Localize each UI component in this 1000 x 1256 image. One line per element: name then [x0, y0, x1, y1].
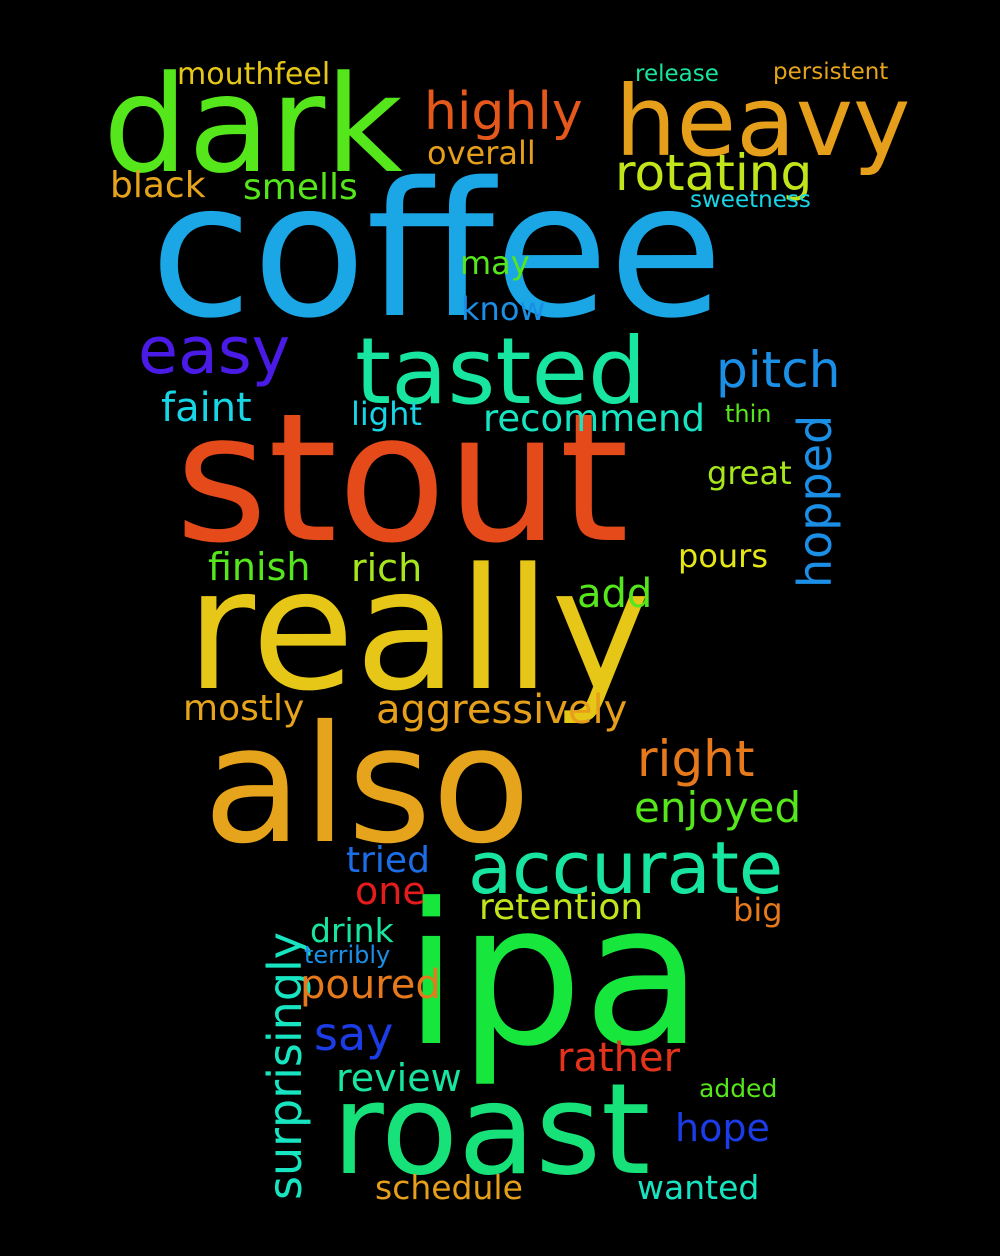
- word-great: great: [707, 454, 792, 492]
- word-mostly: mostly: [183, 688, 305, 729]
- word-wanted: wanted: [637, 1168, 760, 1207]
- word-schedule: schedule: [375, 1168, 523, 1207]
- word-big: big: [733, 891, 783, 929]
- word-may: may: [460, 244, 530, 282]
- word-rich: rich: [351, 546, 423, 590]
- word-added: added: [699, 1074, 778, 1103]
- word-pours: pours: [678, 537, 768, 575]
- word-retention: retention: [479, 887, 644, 928]
- word-thin: thin: [725, 400, 772, 428]
- word-pitch: pitch: [716, 341, 841, 399]
- word-tasted: tasted: [355, 318, 647, 425]
- word-accurate: accurate: [468, 826, 784, 910]
- word-ipa: ipa: [404, 862, 703, 1090]
- word-say: say: [314, 1007, 394, 1061]
- word-light: light: [351, 395, 422, 433]
- word-stout: stout: [175, 375, 630, 582]
- word-faint: faint: [161, 385, 252, 431]
- word-overall: overall: [427, 134, 536, 172]
- word-finish: finish: [208, 545, 311, 589]
- word-easy: easy: [138, 314, 291, 389]
- word-black: black: [110, 165, 206, 206]
- word-rotating: rotating: [615, 144, 813, 202]
- word-terribly: terribly: [304, 941, 391, 969]
- word-dark: dark: [103, 47, 403, 203]
- word-right: right: [637, 730, 755, 788]
- word-one: one: [355, 869, 426, 913]
- word-rather: rather: [557, 1035, 681, 1081]
- word-hope: hope: [675, 1106, 770, 1150]
- word-really: really: [186, 532, 651, 728]
- word-tried: tried: [346, 840, 430, 881]
- word-hopped: hopped: [788, 414, 842, 588]
- word-drink: drink: [310, 911, 394, 950]
- word-release: release: [635, 61, 719, 87]
- word-roast: roast: [332, 1056, 651, 1203]
- word-coffee: coffee: [150, 142, 724, 359]
- word-aggressively: aggressively: [376, 687, 628, 733]
- word-smells: smells: [243, 167, 358, 208]
- word-heavy: heavy: [615, 65, 911, 178]
- word-also: also: [203, 692, 531, 880]
- word-mouthfeel: mouthfeel: [177, 57, 331, 92]
- word-enjoyed: enjoyed: [634, 783, 802, 832]
- word-recommend: recommend: [483, 397, 705, 440]
- word-sweetness: sweetness: [690, 187, 811, 213]
- word-highly: highly: [424, 82, 583, 142]
- word-add: add: [577, 571, 653, 617]
- word-poured: poured: [300, 962, 441, 1008]
- word-review: review: [336, 1056, 462, 1100]
- word-know: know: [461, 290, 546, 328]
- word-persistent: persistent: [773, 59, 889, 85]
